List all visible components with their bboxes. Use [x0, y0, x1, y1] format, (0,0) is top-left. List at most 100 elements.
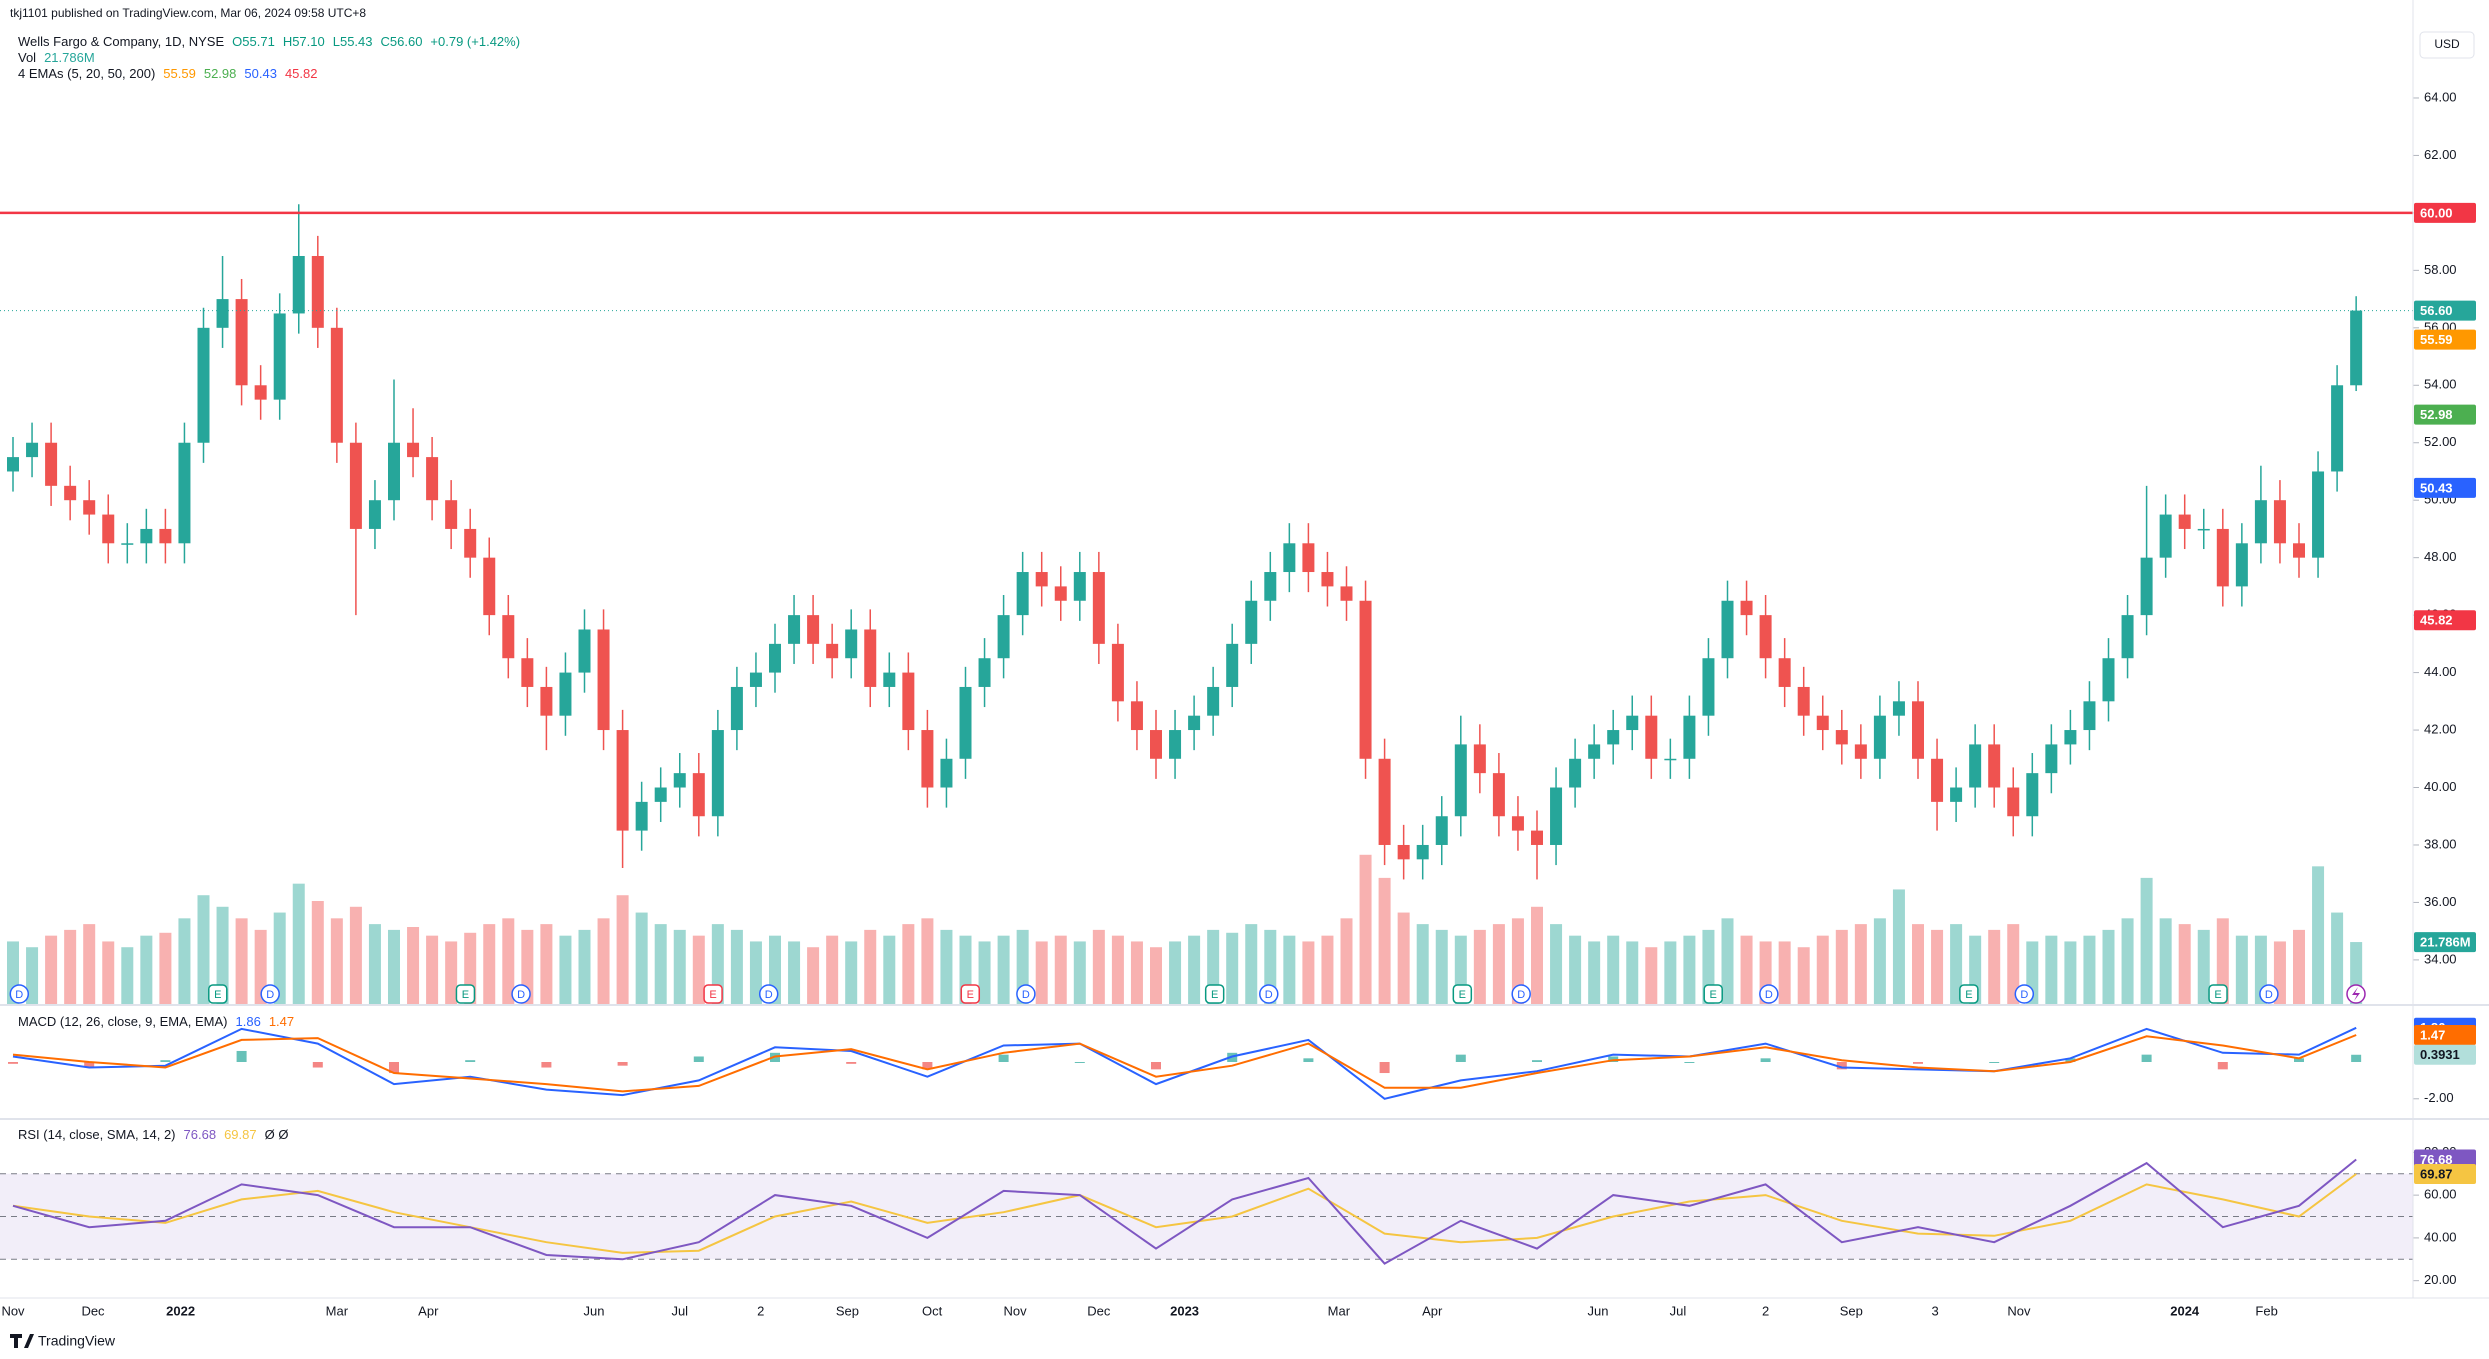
candle-body — [83, 500, 96, 515]
volume-bar — [540, 924, 553, 1005]
ema-value: 55.59 — [163, 66, 196, 81]
volume-bar — [673, 929, 686, 1005]
histogram-bar — [1303, 1058, 1314, 1062]
candle-body — [1816, 715, 1829, 731]
candle-body — [1607, 730, 1620, 745]
y-tick-label: 42.00 — [2424, 721, 2457, 736]
volume-bar — [2178, 924, 2191, 1005]
rsi-value: 76.68 — [184, 1127, 217, 1142]
event-marker — [9, 984, 30, 1004]
volume-bar — [2140, 877, 2153, 1005]
candle-body — [1321, 572, 1334, 587]
histogram-bar — [1379, 1062, 1390, 1074]
candle-body — [1588, 744, 1601, 759]
y-tick-label: 58.00 — [2424, 262, 2457, 277]
candle-body — [2197, 528, 2210, 531]
event-marker — [1016, 984, 1036, 1004]
candle-body — [1169, 730, 1182, 759]
histogram-bar — [2217, 1062, 2228, 1070]
candle-body — [2045, 744, 2058, 774]
event-label: E — [967, 989, 974, 1001]
volume-bar — [83, 924, 96, 1005]
candle-body — [464, 528, 477, 558]
event-label: D — [517, 989, 525, 1001]
event-label: D — [15, 989, 23, 1001]
volume-bar — [254, 929, 267, 1005]
histogram-bar — [693, 1056, 704, 1062]
price-tag-label: 45.82 — [2420, 613, 2453, 628]
candle-body — [483, 557, 496, 616]
volume-bar — [216, 906, 229, 1005]
candle-body — [997, 615, 1010, 659]
candle-body — [1492, 773, 1505, 817]
event-marker — [1959, 984, 1979, 1004]
candle-body — [1645, 715, 1658, 759]
currency-button[interactable] — [2419, 31, 2475, 59]
candle-body — [1054, 586, 1067, 601]
volume-bar — [2331, 912, 2344, 1005]
price-tag-label: 69.87 — [2420, 1166, 2453, 1181]
candle-body — [940, 758, 953, 788]
candle-body — [788, 615, 801, 644]
candle-body — [311, 255, 324, 328]
candle-body — [978, 658, 991, 687]
volume-bar — [235, 918, 248, 1005]
candle-body — [1626, 715, 1639, 731]
ohlc-value: H57.10 — [283, 34, 325, 49]
y-tick-label: 52.00 — [2424, 434, 2457, 449]
volume-bar — [1054, 935, 1067, 1005]
candle-body — [368, 500, 381, 529]
histogram-bar — [1836, 1062, 1847, 1070]
price-tag-label: 50.43 — [2420, 480, 2453, 495]
y-tick-label: 40.00 — [2424, 779, 2457, 794]
event-label: D — [765, 989, 773, 1001]
candle-body — [1969, 744, 1982, 788]
macd-value: 1.86 — [236, 1014, 261, 1029]
candle-body — [1511, 816, 1524, 831]
volume-bar — [26, 947, 39, 1005]
price-tag — [2414, 610, 2476, 631]
candle-body — [1721, 600, 1734, 659]
x-tick-label: Nov — [1003, 1303, 1027, 1318]
volume-bar — [1511, 918, 1524, 1005]
volume-bar — [2312, 866, 2325, 1005]
candle-body — [445, 500, 458, 529]
ohlc-value: O55.71 — [232, 34, 275, 49]
candle-body — [407, 442, 420, 458]
volume-bar — [845, 941, 858, 1005]
volume-bar — [1892, 889, 1905, 1005]
candle-body — [2102, 658, 2115, 702]
volume-bar — [1854, 924, 1867, 1005]
volume-bar — [178, 918, 191, 1005]
price-tag — [2414, 932, 2476, 953]
candle-body — [26, 442, 39, 458]
candle-body — [502, 615, 515, 659]
candle-body — [349, 442, 362, 529]
volume-bar — [1359, 854, 1372, 1005]
candle-body — [2235, 543, 2248, 587]
panes: 34.0036.0038.0040.0042.0044.0046.0048.00… — [0, 89, 2476, 1318]
volume-bar — [388, 929, 400, 1005]
volume-bar — [654, 924, 667, 1005]
candle-body — [1188, 715, 1201, 731]
candle-body — [540, 686, 553, 716]
histogram-bar — [1989, 1062, 2000, 1063]
x-tick-label: Nov — [2007, 1303, 2031, 1318]
x-tick-label: 2 — [757, 1303, 764, 1318]
price-tag-label: 52.98 — [2420, 407, 2453, 422]
volume-legend: Vol 21.786M — [18, 50, 95, 65]
candle-body — [1740, 600, 1753, 616]
candle-body — [235, 299, 248, 386]
event-label: E — [214, 989, 221, 1001]
price-tag — [2414, 404, 2476, 425]
volume-bar — [1035, 941, 1048, 1005]
event-marker — [511, 984, 531, 1004]
volume-bar — [273, 912, 286, 1005]
price-tag — [2414, 300, 2476, 321]
volume-bar — [1226, 932, 1239, 1005]
candle-body — [1150, 730, 1162, 759]
volume-bar — [2083, 935, 2096, 1005]
price-tag — [2414, 329, 2476, 350]
histogram-bar — [1074, 1062, 1085, 1063]
